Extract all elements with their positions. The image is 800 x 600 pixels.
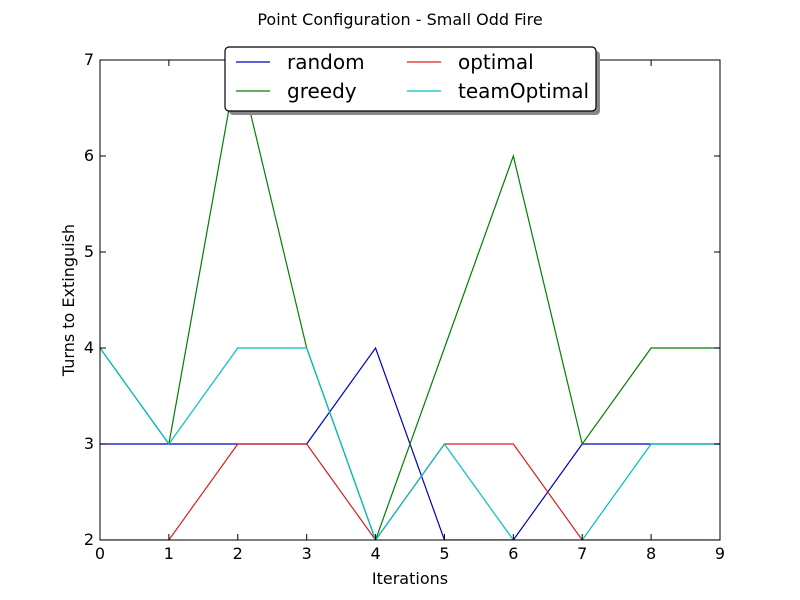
series-line-teamOptimal	[100, 347, 720, 540]
y-tick-label: 6	[84, 146, 94, 165]
legend-label-random: random	[287, 50, 365, 74]
y-tick-label: 7	[84, 50, 94, 69]
legend-label-teamOptimal: teamOptimal	[458, 79, 589, 103]
series-line-greedy	[100, 60, 720, 540]
x-tick-label: 6	[508, 544, 518, 563]
legend-entries: random greedy optimal teamOptimal	[236, 50, 589, 103]
legend: random greedy optimal teamOptimal	[224, 46, 600, 115]
y-tick-label: 3	[84, 434, 94, 453]
legend-box	[224, 46, 597, 112]
y-tick-label: 4	[84, 338, 94, 357]
x-tick-label: 4	[370, 544, 380, 563]
x-tick-label: 5	[439, 544, 449, 563]
series-layer	[100, 60, 720, 540]
legend-label-greedy: greedy	[287, 79, 357, 103]
y-axis-label: Turns to Extinguish	[59, 224, 78, 377]
legend-label-optimal: optimal	[458, 50, 534, 74]
chart-title: Point Configuration - Small Odd Fire	[257, 10, 542, 29]
x-axis-label: Iterations	[372, 569, 448, 588]
x-tick-label: 0	[95, 544, 105, 563]
x-tick-label: 1	[164, 544, 174, 563]
x-tick-label: 2	[233, 544, 243, 563]
y-tick-label: 5	[84, 242, 94, 261]
x-tick-label: 9	[715, 544, 725, 563]
x-tick-label: 3	[302, 544, 312, 563]
plot-area	[100, 60, 720, 540]
x-tick-label: 7	[577, 544, 587, 563]
x-tick-label: 8	[646, 544, 656, 563]
y-tick-label: 2	[84, 530, 94, 549]
